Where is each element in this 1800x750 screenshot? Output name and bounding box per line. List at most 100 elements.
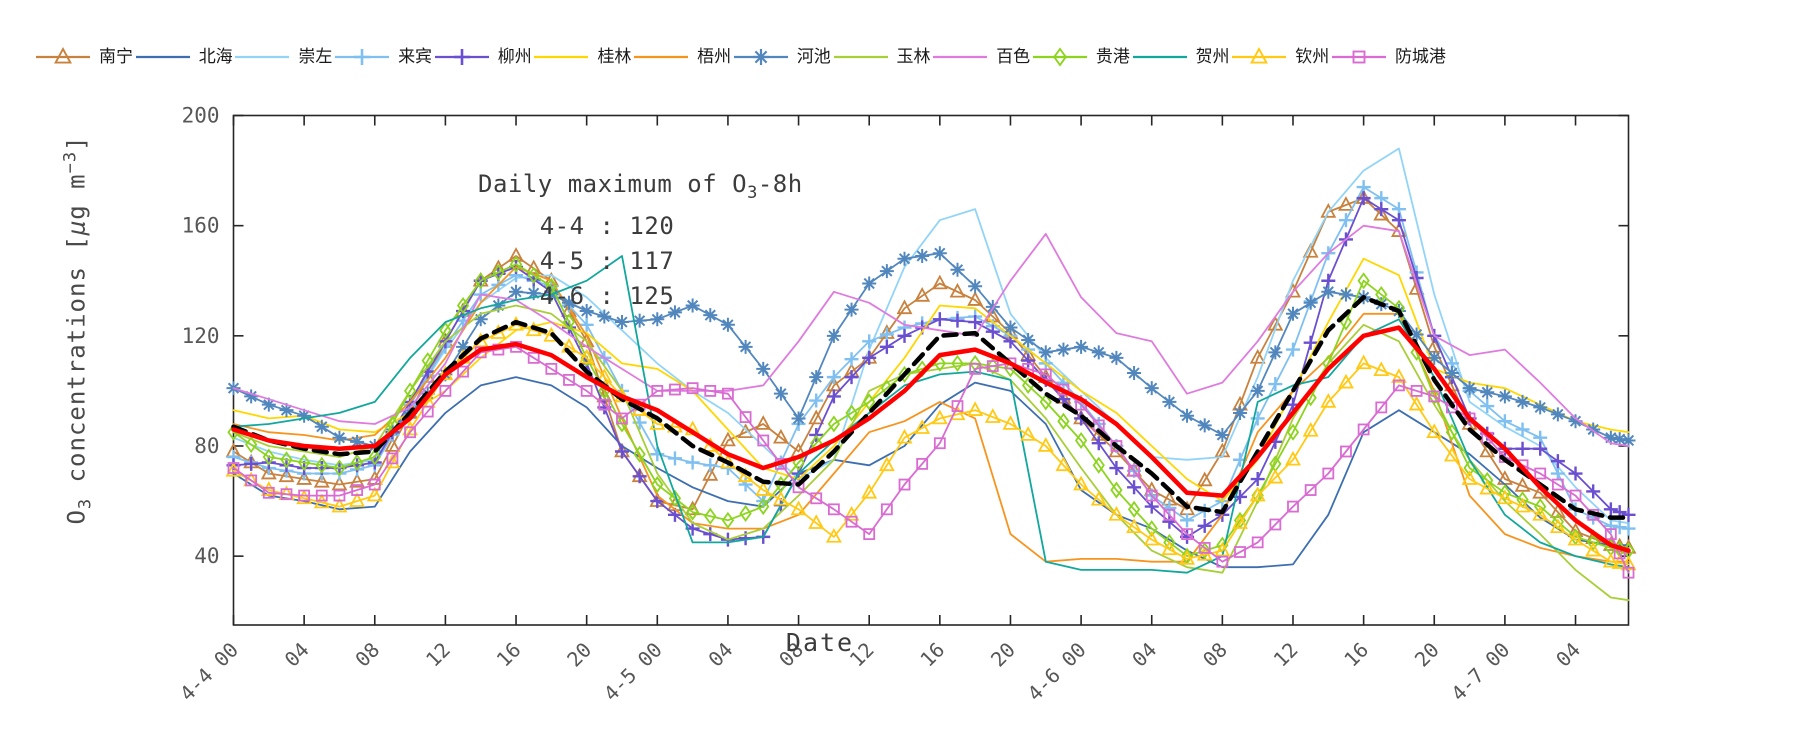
series-0-marker (331, 475, 348, 491)
series-7-marker (456, 339, 471, 354)
series-4-marker (897, 328, 912, 343)
series-0-marker (1549, 503, 1566, 518)
series-13-marker (1393, 379, 1405, 392)
x-tick-label: 04 (280, 638, 314, 672)
series-7-marker (1144, 381, 1159, 396)
legend-label-崇左: 崇左 (298, 46, 333, 67)
series-0-marker (384, 437, 401, 452)
series-7-marker (614, 315, 629, 330)
legend-item-河池: 河池 (732, 46, 831, 68)
x-axis-label: Date (785, 628, 855, 657)
series-3-marker (579, 317, 594, 332)
series-4-marker (1021, 353, 1036, 368)
series-12-marker (967, 401, 984, 416)
series-7-marker (1462, 381, 1477, 396)
series-10-marker (863, 393, 876, 411)
series-7-marker (756, 361, 771, 376)
series-13-marker (951, 400, 964, 412)
series-10-marker (1587, 533, 1600, 551)
series-12-marker (1479, 479, 1496, 495)
series-10-marker (704, 507, 717, 525)
series-7-marker (1321, 284, 1336, 299)
series-12-marker (896, 428, 913, 444)
series-13-marker (916, 457, 929, 470)
series-13-marker (1357, 423, 1370, 436)
series-10-marker (1198, 542, 1211, 560)
series-10-marker (439, 321, 452, 339)
series-7-marker (1109, 350, 1124, 365)
series-13-marker (457, 365, 469, 378)
series-12-marker (1285, 450, 1301, 466)
legend-label-钦州: 钦州 (1295, 46, 1330, 67)
series-0-marker (896, 299, 913, 315)
legend-marker-河池 (733, 49, 788, 65)
series-7-marker (1127, 366, 1142, 381)
legend-label-桂林: 桂林 (597, 46, 632, 67)
series-10-marker (368, 448, 381, 466)
series-10-marker (827, 415, 841, 433)
series-4-marker (879, 339, 894, 354)
series-4-marker (1303, 335, 1318, 350)
legend-item-百色: 百色 (931, 46, 1030, 68)
series-7-marker (703, 308, 718, 323)
series-12-marker (1461, 470, 1478, 485)
series-7-marker (1285, 306, 1300, 321)
axes-frame (232, 114, 1630, 626)
series-10-marker (1145, 520, 1158, 538)
series-13-marker (722, 387, 734, 400)
series-12-marker (1602, 552, 1619, 568)
series-7-marker (915, 248, 930, 263)
series-13-marker (1622, 566, 1635, 579)
series-10-marker (1057, 412, 1070, 430)
series-7-marker (1409, 327, 1424, 342)
series-12-marker (1055, 456, 1072, 472)
series-13-marker (245, 474, 258, 487)
series-12-marker (914, 419, 931, 434)
series-13-marker (527, 351, 540, 364)
series-12-marker (649, 415, 666, 430)
series-0-marker (313, 472, 330, 488)
series-4-marker (1550, 454, 1565, 469)
series-10-marker (245, 436, 258, 454)
series-10-marker (615, 415, 629, 433)
series-13-marker (651, 385, 664, 397)
series-13-marker (1322, 467, 1335, 480)
series-12-marker (1514, 497, 1531, 513)
series-10-marker (845, 404, 858, 422)
series-13-marker (969, 362, 982, 375)
series-7-marker (509, 284, 524, 299)
series-12-marker (1002, 415, 1019, 430)
series-13-marker (845, 515, 858, 528)
series-0-marker (914, 286, 931, 302)
series-7-marker (1021, 332, 1036, 347)
series-line-4 (232, 197, 1630, 541)
x-tick-label: 04 (703, 638, 737, 672)
series-7-marker (1568, 414, 1583, 429)
series-12-marker (1143, 530, 1160, 546)
legend-item-玉林: 玉林 (832, 46, 931, 68)
series-13-marker (545, 362, 558, 375)
series-12-marker (808, 514, 825, 529)
series-10-marker (1357, 272, 1370, 290)
series-0-marker (1338, 196, 1354, 211)
series-0-marker (260, 464, 277, 480)
x-tick-label: 4-6 00 (1023, 638, 1091, 706)
series-12-marker (1108, 505, 1125, 521)
series-4-marker (844, 370, 859, 385)
x-tick-label: 4-4 00 (175, 638, 243, 706)
series-0-marker (772, 428, 789, 444)
series-7-marker (562, 295, 577, 310)
series-13-marker (333, 489, 346, 502)
series-0-marker (755, 415, 772, 430)
series-12-marker (878, 456, 895, 472)
series-12-marker (1532, 505, 1549, 521)
series-4-marker (826, 389, 841, 404)
series-0-marker (719, 431, 736, 447)
series-13-marker (686, 382, 699, 395)
series-10-marker (333, 459, 346, 477)
series-4-marker (1250, 472, 1265, 487)
series-13-marker (757, 434, 770, 447)
series-12-marker (1249, 486, 1266, 502)
series-13-marker (1216, 555, 1229, 568)
y-tick-label: 160 (182, 214, 220, 238)
